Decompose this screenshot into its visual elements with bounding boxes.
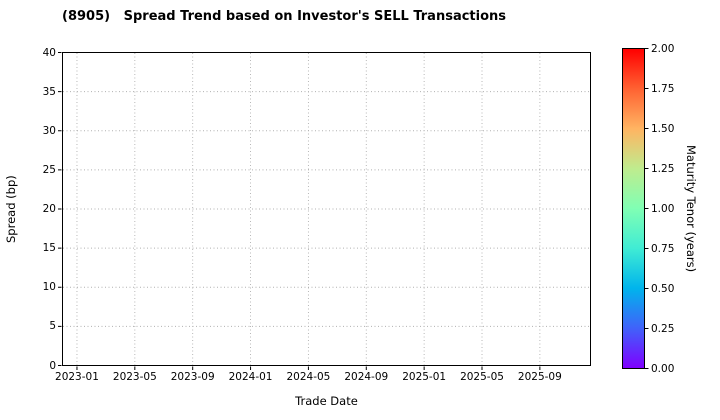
x-tick-label: 2023-01	[55, 371, 99, 383]
y-tick-label: 40	[42, 46, 56, 59]
x-tick-label: 2025-05	[460, 371, 504, 383]
colorbar-tick-label: 1.00	[651, 202, 675, 215]
y-tick-label: 35	[42, 85, 56, 98]
colorbar-tick-label: 0.25	[651, 322, 675, 335]
y-tick-label: 10	[42, 281, 56, 294]
colorbar-tick-label: 0.75	[651, 242, 675, 255]
y-tick-label: 0	[49, 359, 56, 372]
y-tick-label: 15	[42, 242, 56, 255]
colorbar-tick-label: 2.00	[651, 42, 675, 55]
chart-title: (8905) Spread Trend based on Investor's …	[62, 9, 507, 24]
x-tick-label: 2023-05	[112, 371, 157, 383]
x-tick-label: 2025-09	[517, 371, 562, 383]
x-tick-label: 2024-09	[344, 371, 389, 383]
y-tick-label: 30	[42, 124, 56, 137]
colorbar-tick-label: 0.00	[651, 362, 675, 375]
y-tick-label: 5	[49, 320, 56, 333]
colorbar-tick-label: 1.50	[651, 122, 675, 135]
y-tick-label: 20	[42, 203, 56, 215]
x-tick-label: 2023-09	[170, 371, 215, 383]
colorbar-title: Maturity Tenor (years)	[684, 144, 698, 273]
colorbar-tick-label: 0.50	[651, 282, 675, 295]
y-tick-label: 25	[42, 163, 56, 176]
x-tick-label: 2025-01	[402, 371, 447, 383]
x-axis-title: Trade Date	[295, 394, 358, 408]
colorbar-tick-label: 1.75	[651, 82, 675, 95]
colorbar-gradient	[622, 48, 645, 369]
colorbar-tick-label: 1.25	[651, 162, 675, 175]
y-axis-title: Spread (bp)	[4, 175, 18, 243]
x-tick-label: 2024-05	[286, 371, 331, 383]
x-tick-label: 2024-01	[228, 371, 273, 383]
plot-area	[62, 52, 591, 366]
